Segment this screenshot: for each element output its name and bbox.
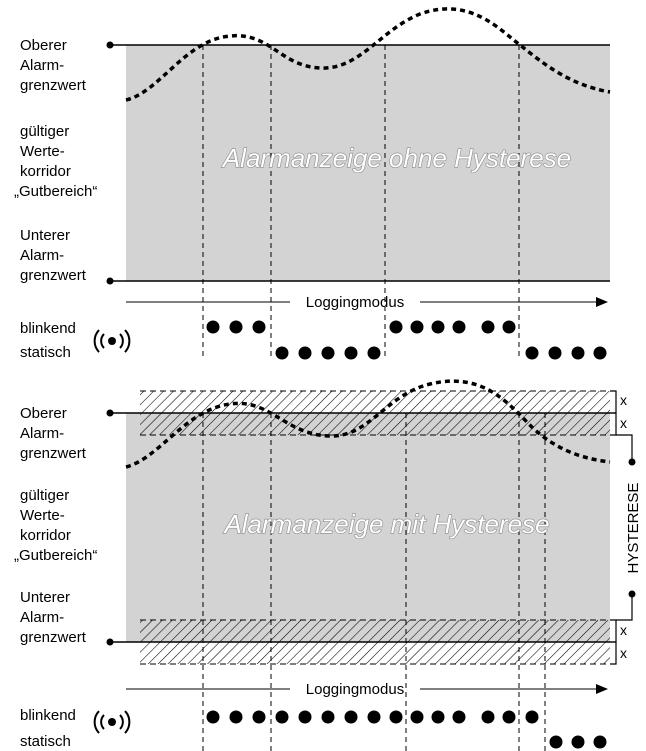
top-label-upper-2: Alarm- xyxy=(20,57,64,74)
bottom-label-valid-2: Werte- xyxy=(20,507,65,524)
hysteresis-bottom-marker xyxy=(628,590,636,598)
top-label-lower-3: grenzwert xyxy=(20,267,87,284)
bottom-label-upper-3: grenzwert xyxy=(20,445,87,462)
top-label-valid-2: Werte- xyxy=(20,143,65,160)
x-marker-upper-outer: x xyxy=(620,392,627,408)
top-label-lower-2: Alarm- xyxy=(20,247,64,264)
x-marker-lower-outer: x xyxy=(620,645,627,661)
top-valid-range-area xyxy=(126,45,610,281)
hysteresis-brackets xyxy=(610,390,633,665)
bottom-mode-label: Loggingmodus xyxy=(306,681,404,698)
bottom-legend-static: statisch xyxy=(20,733,71,750)
bottom-upper-outer-band xyxy=(140,391,610,413)
bottom-label-lower-2: Alarm- xyxy=(20,609,64,626)
bottom-label-valid-1: gültiger xyxy=(20,487,69,504)
bottom-blinking-dots xyxy=(206,710,539,724)
alarm-signal-icon xyxy=(93,329,131,353)
top-measurement-curve xyxy=(125,7,611,102)
bottom-lower-outer-band xyxy=(140,642,610,664)
top-legend-blinking: blinkend xyxy=(20,320,76,337)
alarm-signal-icon xyxy=(93,710,131,734)
top-upper-limit-marker xyxy=(106,41,114,49)
top-blinking-dots xyxy=(206,320,516,334)
x-marker-upper-inner: x xyxy=(620,415,627,431)
bottom-label-upper-2: Alarm- xyxy=(20,425,64,442)
top-label-lower-1: Unterer xyxy=(20,227,70,244)
bottom-legend-blinking: blinkend xyxy=(20,707,76,724)
bottom-label-valid-4: „Gutbereich“ xyxy=(14,547,97,564)
top-label-upper-3: grenzwert xyxy=(20,77,87,94)
bottom-lower-limit-marker xyxy=(106,638,114,646)
bottom-crossing-markers xyxy=(202,413,546,751)
x-marker-lower-inner: x xyxy=(620,622,627,638)
top-lower-limit-marker xyxy=(106,277,114,285)
bottom-upper-limit-marker xyxy=(106,409,114,417)
bottom-label-valid-3: korridor xyxy=(20,527,71,544)
top-crossing-markers xyxy=(202,45,520,358)
top-diagram: Alarmanzeige ohne Hysterese Oberer Alarm… xyxy=(14,7,611,361)
bottom-lower-inner-band xyxy=(140,620,610,642)
bottom-label-lower-3: grenzwert xyxy=(20,629,87,646)
bottom-static-dots xyxy=(549,735,607,749)
top-mode-arrowhead xyxy=(596,297,608,307)
top-title: Alarmanzeige ohne Hysterese xyxy=(221,143,571,173)
bottom-label-upper-1: Oberer xyxy=(20,405,67,422)
bottom-mode-arrowhead xyxy=(596,684,608,694)
bottom-valid-range-area xyxy=(126,413,610,642)
bottom-title: Alarmanzeige mit Hysterese xyxy=(222,509,549,539)
top-label-upper-1: Oberer xyxy=(20,37,67,54)
hysteresis-label: HYSTERESE xyxy=(625,483,642,574)
hysteresis-top-marker xyxy=(628,458,636,466)
top-mode-label: Loggingmodus xyxy=(306,294,404,311)
bottom-diagram: Alarmanzeige mit Hysterese Oberer Alarm-… xyxy=(14,379,642,751)
top-label-valid-3: korridor xyxy=(20,163,71,180)
bottom-band-borders xyxy=(140,390,610,665)
top-static-dots xyxy=(275,346,607,360)
bottom-upper-inner-band xyxy=(140,413,610,435)
bottom-measurement-curve xyxy=(125,379,611,469)
top-legend-static: statisch xyxy=(20,344,71,361)
top-label-valid-4: „Gutbereich“ xyxy=(14,183,97,200)
top-label-valid-1: gültiger xyxy=(20,123,69,140)
bottom-label-lower-1: Unterer xyxy=(20,589,70,606)
